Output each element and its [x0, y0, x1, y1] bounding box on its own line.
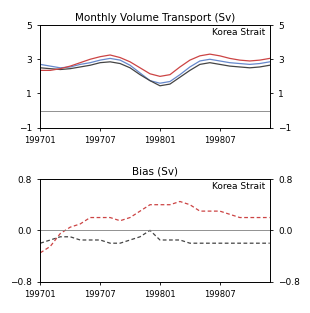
Title: Bias (Sv): Bias (Sv): [132, 167, 178, 177]
Text: Korea Strait: Korea Strait: [212, 182, 265, 191]
Title: Monthly Volume Transport (Sv): Monthly Volume Transport (Sv): [75, 13, 235, 23]
Text: Korea Strait: Korea Strait: [212, 28, 265, 37]
